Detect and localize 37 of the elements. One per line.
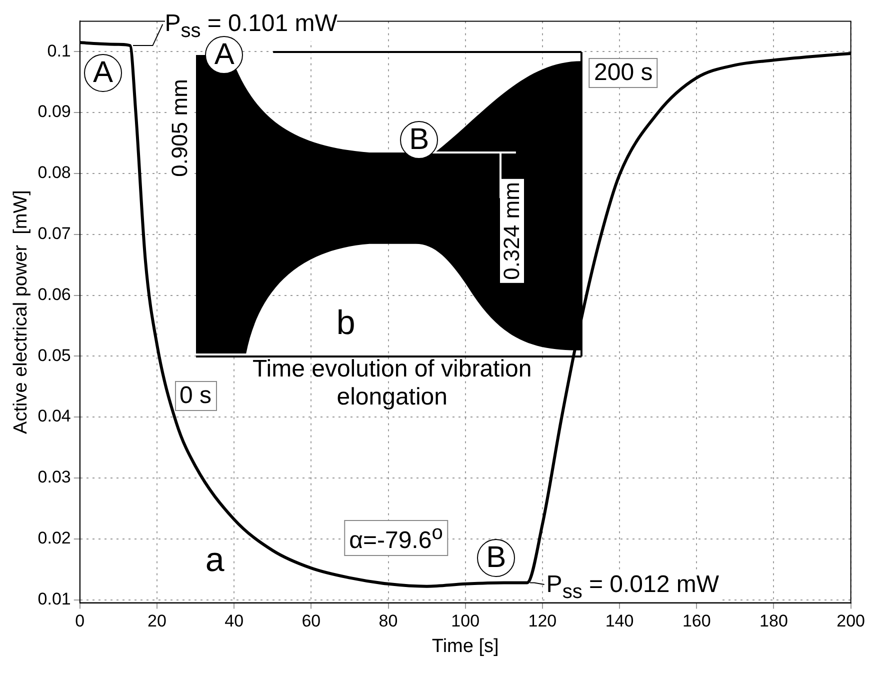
annotation: 0.324 mm bbox=[498, 179, 524, 284]
x-tick-label: 140 bbox=[605, 612, 634, 631]
x-tick-label: 80 bbox=[378, 612, 398, 631]
annotation: P$_{ss}$ = 0.012 mW bbox=[546, 570, 720, 602]
annotation: b bbox=[336, 304, 356, 342]
y-tick-label: 0.1 bbox=[47, 41, 71, 60]
y-tick-label: 0.03 bbox=[38, 468, 71, 487]
annotation: 200 s bbox=[589, 58, 658, 88]
x-tick-label: 0 bbox=[75, 612, 85, 631]
x-tick-label: 20 bbox=[148, 612, 166, 631]
y-tick-label: 0.06 bbox=[38, 284, 71, 304]
x-tick-label: 160 bbox=[682, 612, 711, 631]
x-tick-label: 120 bbox=[528, 612, 557, 631]
x-axis-title: Time [s] bbox=[432, 636, 499, 657]
y-tick-label: 0.07 bbox=[38, 224, 71, 244]
y-tick-label: 0.02 bbox=[38, 528, 71, 548]
annotation: Time evolution of vibration elongation bbox=[251, 356, 533, 412]
y-tick-label: 0.09 bbox=[38, 102, 71, 122]
annotation: a bbox=[205, 541, 224, 580]
annotation: 0.905 mm bbox=[167, 78, 192, 177]
x-tick-label: 200 bbox=[836, 612, 866, 631]
y-tick-label: 0.01 bbox=[38, 589, 71, 608]
x-tick-label: 180 bbox=[760, 612, 788, 631]
annotation: α=-79.6$^{o}$ bbox=[344, 520, 448, 556]
annotation: 0 s bbox=[174, 380, 217, 411]
x-tick-label: 60 bbox=[302, 612, 321, 631]
y-tick-label: 0.05 bbox=[38, 346, 71, 365]
annotation: A bbox=[84, 54, 122, 92]
annotation: A bbox=[205, 36, 244, 74]
x-tick-label: 100 bbox=[451, 612, 480, 631]
y-tick-label: 0.04 bbox=[38, 406, 71, 426]
annotation: B bbox=[400, 120, 438, 159]
y-tick-label: 0.08 bbox=[38, 163, 71, 182]
x-tick-label: 40 bbox=[224, 612, 244, 631]
annotation: B bbox=[477, 539, 516, 578]
y-axis-title: Active electrical power [mW] bbox=[10, 190, 32, 434]
annotation: P$_{ss}$ = 0.101 mW bbox=[164, 10, 338, 42]
